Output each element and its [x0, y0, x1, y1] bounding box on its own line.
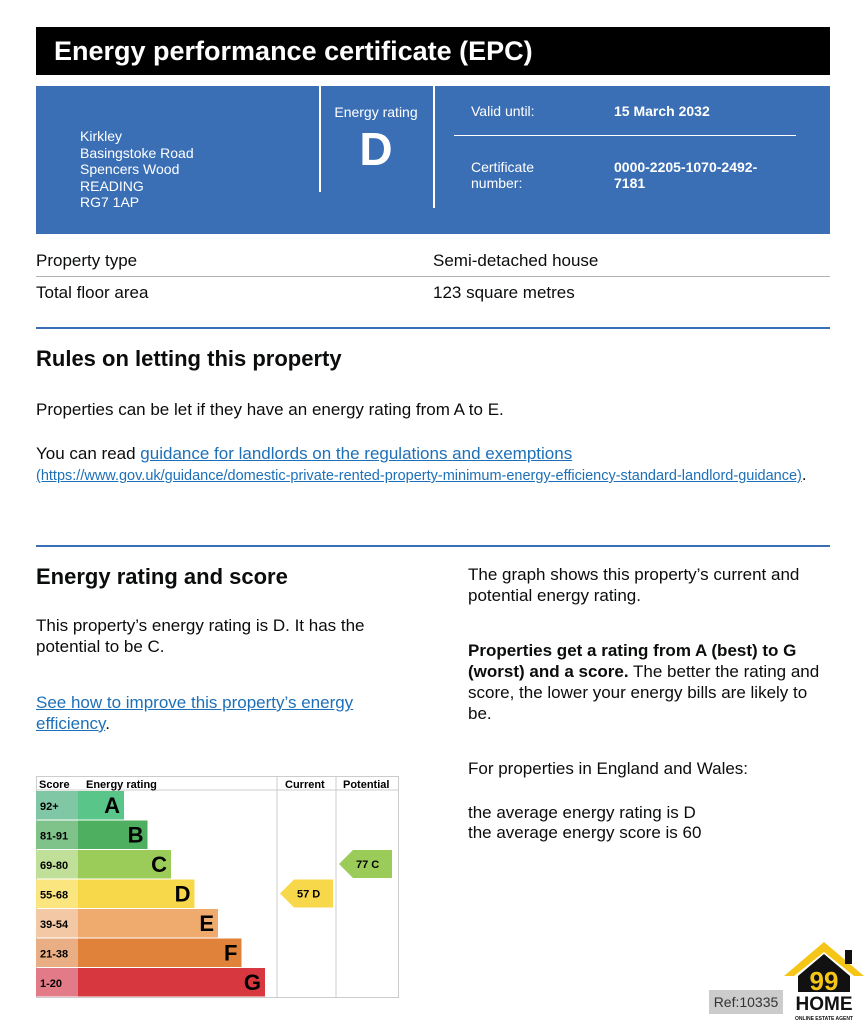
rating-letter: B [128, 823, 144, 848]
current-arrow [280, 879, 333, 908]
address: Kirkley Basingstoke Road Spencers Wood R… [80, 128, 194, 211]
score-label: 55-68 [40, 890, 68, 902]
address-line: RG7 1AP [80, 194, 140, 210]
score-cell [36, 879, 78, 908]
value: Semi-detached house [433, 251, 599, 270]
text: The better the rating and score, the low… [468, 662, 820, 723]
valid-until-label: Valid until: [471, 103, 535, 119]
score-cell [36, 938, 78, 967]
reference-badge: Ref:10335 [709, 990, 783, 1014]
rating-explanation: Properties get a rating from A (best) to… [468, 640, 828, 724]
rating-letter: F [224, 941, 237, 966]
letting-heading: Rules on letting this property [36, 346, 342, 371]
score-cell [36, 850, 78, 879]
certificate-number: 0000-2205-1070-2492- 7181 [614, 159, 757, 191]
label: Property type [36, 251, 138, 270]
current-label: 57 D [297, 889, 320, 901]
guidance-link[interactable]: guidance for landlords on the regulation… [140, 444, 573, 463]
address-line: Spencers Wood [80, 161, 180, 177]
energy-rating-value: D [359, 123, 393, 175]
score-cell [36, 820, 78, 849]
energy-rating-label: Energy rating [334, 104, 418, 120]
letting-text: Properties can be let if they have an en… [36, 400, 504, 419]
score-text: This property’s energy rating is D. It h… [36, 616, 365, 656]
svg-text:HOME: HOME [796, 994, 853, 1015]
text: 0000-2205-1070-2492- [614, 159, 758, 175]
score-label: 1-20 [40, 978, 62, 990]
rating-letter: C [151, 852, 167, 877]
svg-text:ONLINE ESTATE AGENT: ONLINE ESTATE AGENT [795, 1016, 853, 1022]
rating-letter: G [244, 970, 261, 995]
99-home-logo: 99 HOME ONLINE ESTATE AGENT [784, 942, 864, 1022]
divider [319, 86, 321, 192]
improve-link[interactable]: See how to improve this property’s energ… [36, 693, 354, 733]
guidance-url-link[interactable]: (https://www.gov.uk/guidance/domestic-pr… [36, 468, 802, 484]
divider [454, 135, 796, 136]
average-score: the average energy score is 60 [468, 823, 702, 842]
text: number: [471, 175, 523, 191]
rating-bar-d [78, 879, 195, 908]
score-label: 69-80 [40, 860, 68, 872]
header-current: Current [285, 779, 325, 791]
header-potential: Potential [343, 779, 389, 791]
rating-bar-f [78, 938, 242, 967]
potential-label: 77 C [356, 859, 379, 871]
score-cell [36, 968, 78, 997]
certificate-header: Kirkley Basingstoke Road Spencers Wood R… [36, 86, 830, 234]
valid-until-value: 15 March 2032 [614, 103, 710, 119]
section-divider [36, 545, 830, 547]
house-icon [798, 954, 850, 992]
score-label: 21-38 [40, 949, 68, 961]
guidance-paragraph: You can read guidance for landlords on t… [36, 443, 826, 487]
certificate-label: Certificate number: [471, 159, 534, 191]
score-cell [36, 791, 78, 820]
rating-bar-b [78, 820, 148, 849]
rating-letter: A [104, 793, 120, 818]
energy-rating-chart: Score Energy rating Current Potential 92… [36, 776, 399, 998]
floor-area-row: Total floor area 123 square metres [36, 277, 830, 308]
header-score: Score [39, 779, 70, 791]
score-label: 39-54 [40, 919, 69, 931]
bold-text: Properties get a rating from A (best) to… [468, 641, 797, 681]
label: Total floor area [36, 283, 149, 302]
text: . [105, 714, 111, 733]
chimney-icon [845, 950, 852, 964]
divider [433, 86, 435, 208]
average-rating: the average energy rating is D [468, 803, 696, 822]
rating-bar-g [78, 968, 265, 997]
address-line: READING [80, 177, 144, 194]
graph-text: The graph shows this property’s current … [468, 565, 800, 605]
england-wales-text: For properties in England and Wales: [468, 759, 749, 778]
text: . [801, 465, 807, 484]
value: 123 square metres [433, 283, 575, 302]
rating-bar-c [78, 850, 171, 879]
rating-bar-e [78, 909, 218, 938]
text: Certificate [471, 159, 535, 175]
score-heading: Energy rating and score [36, 564, 288, 589]
potential-arrow [339, 850, 392, 878]
header-energy-rating: Energy rating [86, 779, 157, 791]
rating-letter: E [199, 911, 214, 936]
address-line: Kirkley [80, 128, 123, 144]
roof-icon [784, 942, 864, 976]
score-cell [36, 909, 78, 938]
text: 7181 [614, 175, 646, 191]
score-label: 92+ [40, 801, 59, 813]
section-divider [36, 327, 830, 329]
address-line: Basingstoke Road [80, 144, 194, 161]
svg-text:99: 99 [810, 966, 839, 996]
property-type-row: Property type Semi-detached house [36, 245, 830, 277]
improve-paragraph: See how to improve this property’s energ… [36, 692, 396, 734]
text: You can read [36, 444, 141, 463]
page-title: Energy performance certificate (EPC) [36, 27, 830, 75]
score-label: 81-91 [40, 831, 68, 843]
rating-letter: D [175, 882, 191, 907]
rating-bar-a [78, 791, 124, 820]
